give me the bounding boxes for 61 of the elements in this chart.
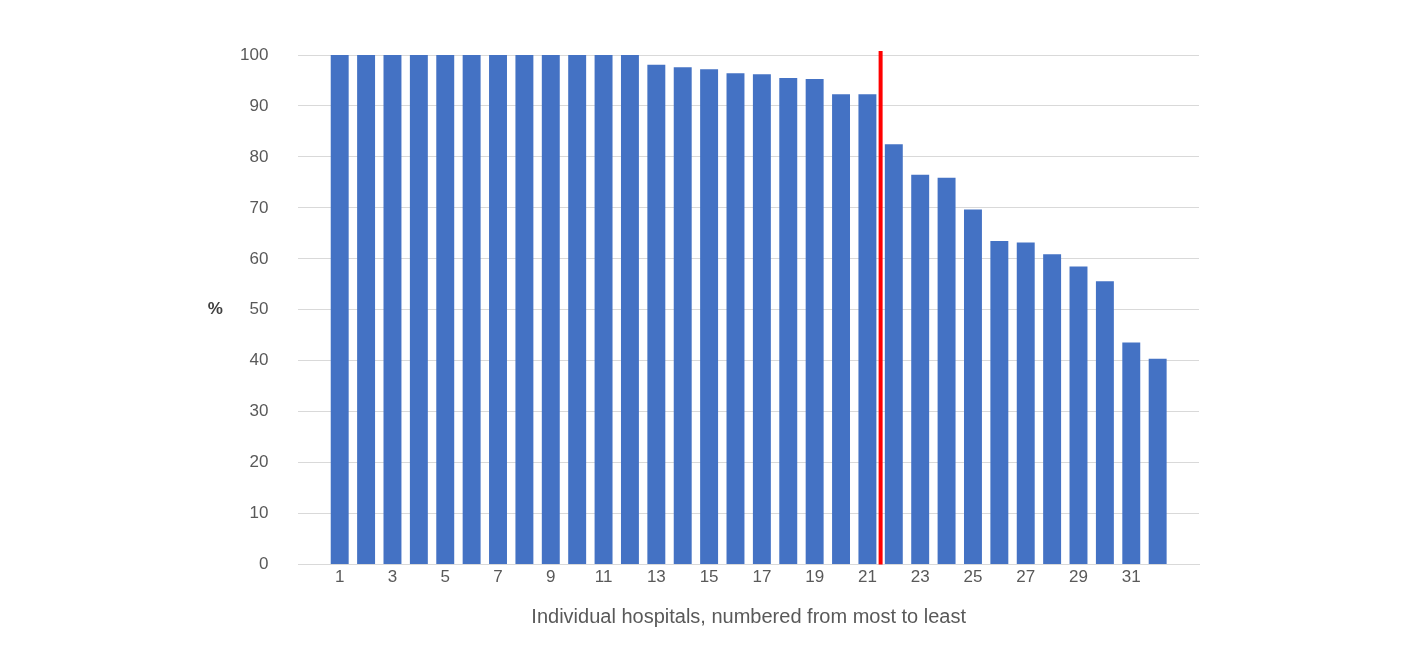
bar bbox=[805, 78, 824, 565]
bar bbox=[673, 67, 692, 565]
bar bbox=[409, 55, 428, 565]
x-axis-title: Individual hospitals, numbered from most to least bbox=[531, 604, 967, 627]
bar bbox=[884, 144, 903, 565]
x-tick-label: 17 bbox=[752, 567, 772, 587]
y-tick-label: 90 bbox=[249, 95, 269, 115]
bar bbox=[911, 174, 930, 565]
y-tick-label: 70 bbox=[249, 197, 269, 217]
bar bbox=[752, 74, 771, 565]
bar bbox=[1122, 342, 1141, 565]
x-tick-label: 15 bbox=[699, 567, 719, 587]
x-tick-label: 7 bbox=[493, 567, 503, 587]
y-tick-label: 20 bbox=[249, 452, 269, 472]
bar bbox=[357, 55, 376, 565]
x-tick-label: 3 bbox=[387, 567, 398, 587]
bar bbox=[990, 241, 1009, 565]
bar bbox=[436, 55, 455, 565]
bar bbox=[1043, 254, 1062, 565]
x-tick-label: 19 bbox=[805, 567, 825, 587]
bar bbox=[1148, 358, 1167, 565]
bar bbox=[937, 177, 956, 565]
bar bbox=[489, 55, 507, 565]
x-tick-label: 13 bbox=[646, 567, 666, 587]
bar bbox=[1016, 242, 1035, 565]
x-tick-label: 21 bbox=[857, 567, 877, 587]
x-tick-label: 23 bbox=[910, 567, 930, 587]
x-tick-label: 31 bbox=[1121, 567, 1141, 587]
bar bbox=[568, 55, 587, 565]
bar bbox=[647, 64, 666, 565]
x-tick-label: 27 bbox=[1016, 567, 1036, 587]
bar bbox=[620, 55, 639, 565]
y-tick-label: 60 bbox=[249, 248, 269, 268]
bar bbox=[462, 55, 481, 565]
y-tick-label: 30 bbox=[249, 401, 269, 421]
y-tick-label: 40 bbox=[249, 350, 269, 370]
x-tick-label: 25 bbox=[963, 567, 983, 587]
x-tick-label: 11 bbox=[594, 567, 613, 587]
bar bbox=[779, 77, 798, 565]
bar bbox=[383, 55, 402, 565]
bar bbox=[832, 94, 850, 565]
bar bbox=[700, 69, 719, 565]
bar bbox=[330, 55, 349, 565]
x-tick-label: 29 bbox=[1069, 567, 1088, 587]
bar bbox=[594, 55, 613, 565]
bar bbox=[541, 55, 560, 565]
bar bbox=[1095, 281, 1114, 565]
x-tick-label: 9 bbox=[546, 567, 556, 587]
bar bbox=[515, 55, 534, 565]
y-tick-label: 0 bbox=[258, 554, 269, 574]
y-axis-title: % bbox=[207, 299, 223, 319]
bar bbox=[858, 94, 877, 565]
y-tick-label: 100 bbox=[239, 44, 269, 64]
y-tick-label: 10 bbox=[249, 503, 269, 523]
x-tick-label: 1 bbox=[334, 567, 345, 587]
bar bbox=[963, 209, 982, 565]
bar bbox=[1069, 266, 1088, 565]
y-tick-label: 50 bbox=[249, 299, 269, 319]
x-tick-label: 5 bbox=[440, 567, 450, 587]
y-tick-label: 80 bbox=[249, 146, 269, 166]
bar bbox=[726, 73, 745, 565]
